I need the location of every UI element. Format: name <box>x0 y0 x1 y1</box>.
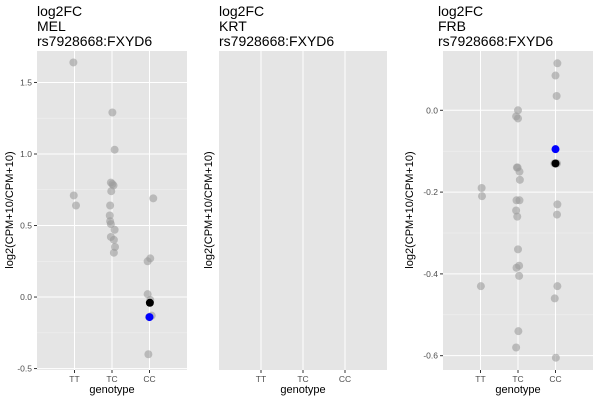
y-tick-label: -0.5 <box>17 364 32 374</box>
panel-frb-x-axis: TT TC CC <box>475 370 562 384</box>
y-tick-label: 0.0 <box>426 105 438 115</box>
data-point <box>515 175 524 184</box>
panel-krt-title-line3: rs7928668:FXYD6 <box>219 33 334 49</box>
data-point <box>109 248 118 257</box>
panel-frb-points <box>476 59 562 362</box>
data-point <box>514 245 522 254</box>
data-point <box>143 257 152 266</box>
data-point <box>515 167 524 176</box>
panel-mel-x-axis-label: genotype <box>89 384 134 396</box>
data-point <box>145 313 154 322</box>
x-tick-label-tt: TT <box>256 374 266 384</box>
data-point <box>478 192 486 201</box>
panel-mel: log2FC MEL rs7928668:FXYD6 -0.5 0.0 0.5 1.0… <box>4 3 187 396</box>
x-tick-label-tc: TC <box>297 374 308 384</box>
panel-frb-x-axis-label: genotype <box>495 384 540 396</box>
data-point <box>72 201 80 210</box>
data-point <box>144 350 153 359</box>
data-point <box>512 206 521 215</box>
data-point <box>553 59 562 68</box>
panel-krt: log2FC KRT rs7928668:FXYD6 TT TC CC genoty… <box>203 3 387 396</box>
data-point <box>477 184 486 193</box>
panel-frb-y-axis-label: log2(CPM+10/CPM+10) <box>404 151 416 268</box>
data-point <box>106 201 115 210</box>
data-point <box>512 263 521 272</box>
data-point <box>553 282 562 291</box>
data-point <box>149 194 158 203</box>
panel-krt-x-axis: TT TC CC <box>256 370 351 384</box>
data-point <box>110 225 119 234</box>
data-point <box>105 211 114 220</box>
panel-mel-title-line2: MEL <box>37 18 66 34</box>
data-point <box>514 327 523 336</box>
data-point <box>550 294 559 303</box>
y-tick-label: -0.4 <box>423 269 438 279</box>
data-point <box>515 271 524 280</box>
panel-krt-title-line1: log2FC <box>219 3 264 19</box>
data-point <box>109 235 118 244</box>
data-point <box>551 159 560 168</box>
panel-frb-y-axis: -0.6 -0.4 -0.2 0.0 <box>423 105 443 361</box>
y-tick-label: 0.0 <box>20 292 32 302</box>
data-point <box>145 298 154 307</box>
data-point <box>552 91 561 100</box>
y-tick-label: 0.5 <box>20 221 32 231</box>
panel-frb-title-line2: FRB <box>438 18 466 34</box>
y-tick-label: 1.5 <box>20 77 32 87</box>
panel-mel-y-axis-label: log2(CPM+10/CPM+10) <box>4 151 16 268</box>
x-tick-label-tt: TT <box>475 374 485 384</box>
y-tick-label: -0.6 <box>423 351 438 361</box>
y-tick-label: 1.0 <box>20 149 32 159</box>
data-point <box>476 282 485 291</box>
panel-mel-points <box>69 58 158 359</box>
data-point <box>106 220 115 229</box>
x-tick-label-cc: CC <box>549 374 561 384</box>
data-point <box>110 145 119 154</box>
data-point <box>513 212 522 221</box>
data-point <box>108 108 117 117</box>
x-tick-label-tc: TC <box>106 374 117 384</box>
x-tick-label-tc: TC <box>512 374 523 384</box>
panel-frb-title-line3: rs7928668:FXYD6 <box>438 33 553 49</box>
y-tick-label: -0.2 <box>423 187 438 197</box>
panel-frb: log2FC FRB rs7928668:FXYD6 -0.6 -0.4 -0.2 0… <box>404 3 593 396</box>
data-point <box>551 353 560 362</box>
panel-mel-title-line1: log2FC <box>37 3 82 19</box>
panel-frb-title-line1: log2FC <box>438 3 483 19</box>
panel-mel-y-axis: -0.5 0.0 0.5 1.0 1.5 <box>17 77 37 374</box>
data-point <box>551 145 560 154</box>
x-tick-label-cc: CC <box>143 374 155 384</box>
panel-krt-gridlines <box>260 51 346 370</box>
data-point <box>107 187 116 196</box>
data-point <box>108 180 117 189</box>
panel-mel-title-line3: rs7928668:FXYD6 <box>37 33 152 49</box>
data-point <box>553 210 561 219</box>
data-point <box>69 58 78 67</box>
data-point <box>69 191 78 200</box>
data-point <box>515 196 524 205</box>
data-point <box>553 200 562 209</box>
panel-krt-y-axis-label: log2(CPM+10/CPM+10) <box>203 151 215 268</box>
data-point <box>551 71 560 80</box>
panel-krt-x-axis-label: genotype <box>280 384 325 396</box>
data-point <box>514 106 522 115</box>
x-tick-label-cc: CC <box>339 374 351 384</box>
panel-krt-title-line2: KRT <box>219 18 247 34</box>
data-point <box>514 114 522 123</box>
data-point <box>512 343 521 352</box>
panel-mel-x-axis: TT TC CC <box>69 370 156 384</box>
x-tick-label-tt: TT <box>69 374 79 384</box>
